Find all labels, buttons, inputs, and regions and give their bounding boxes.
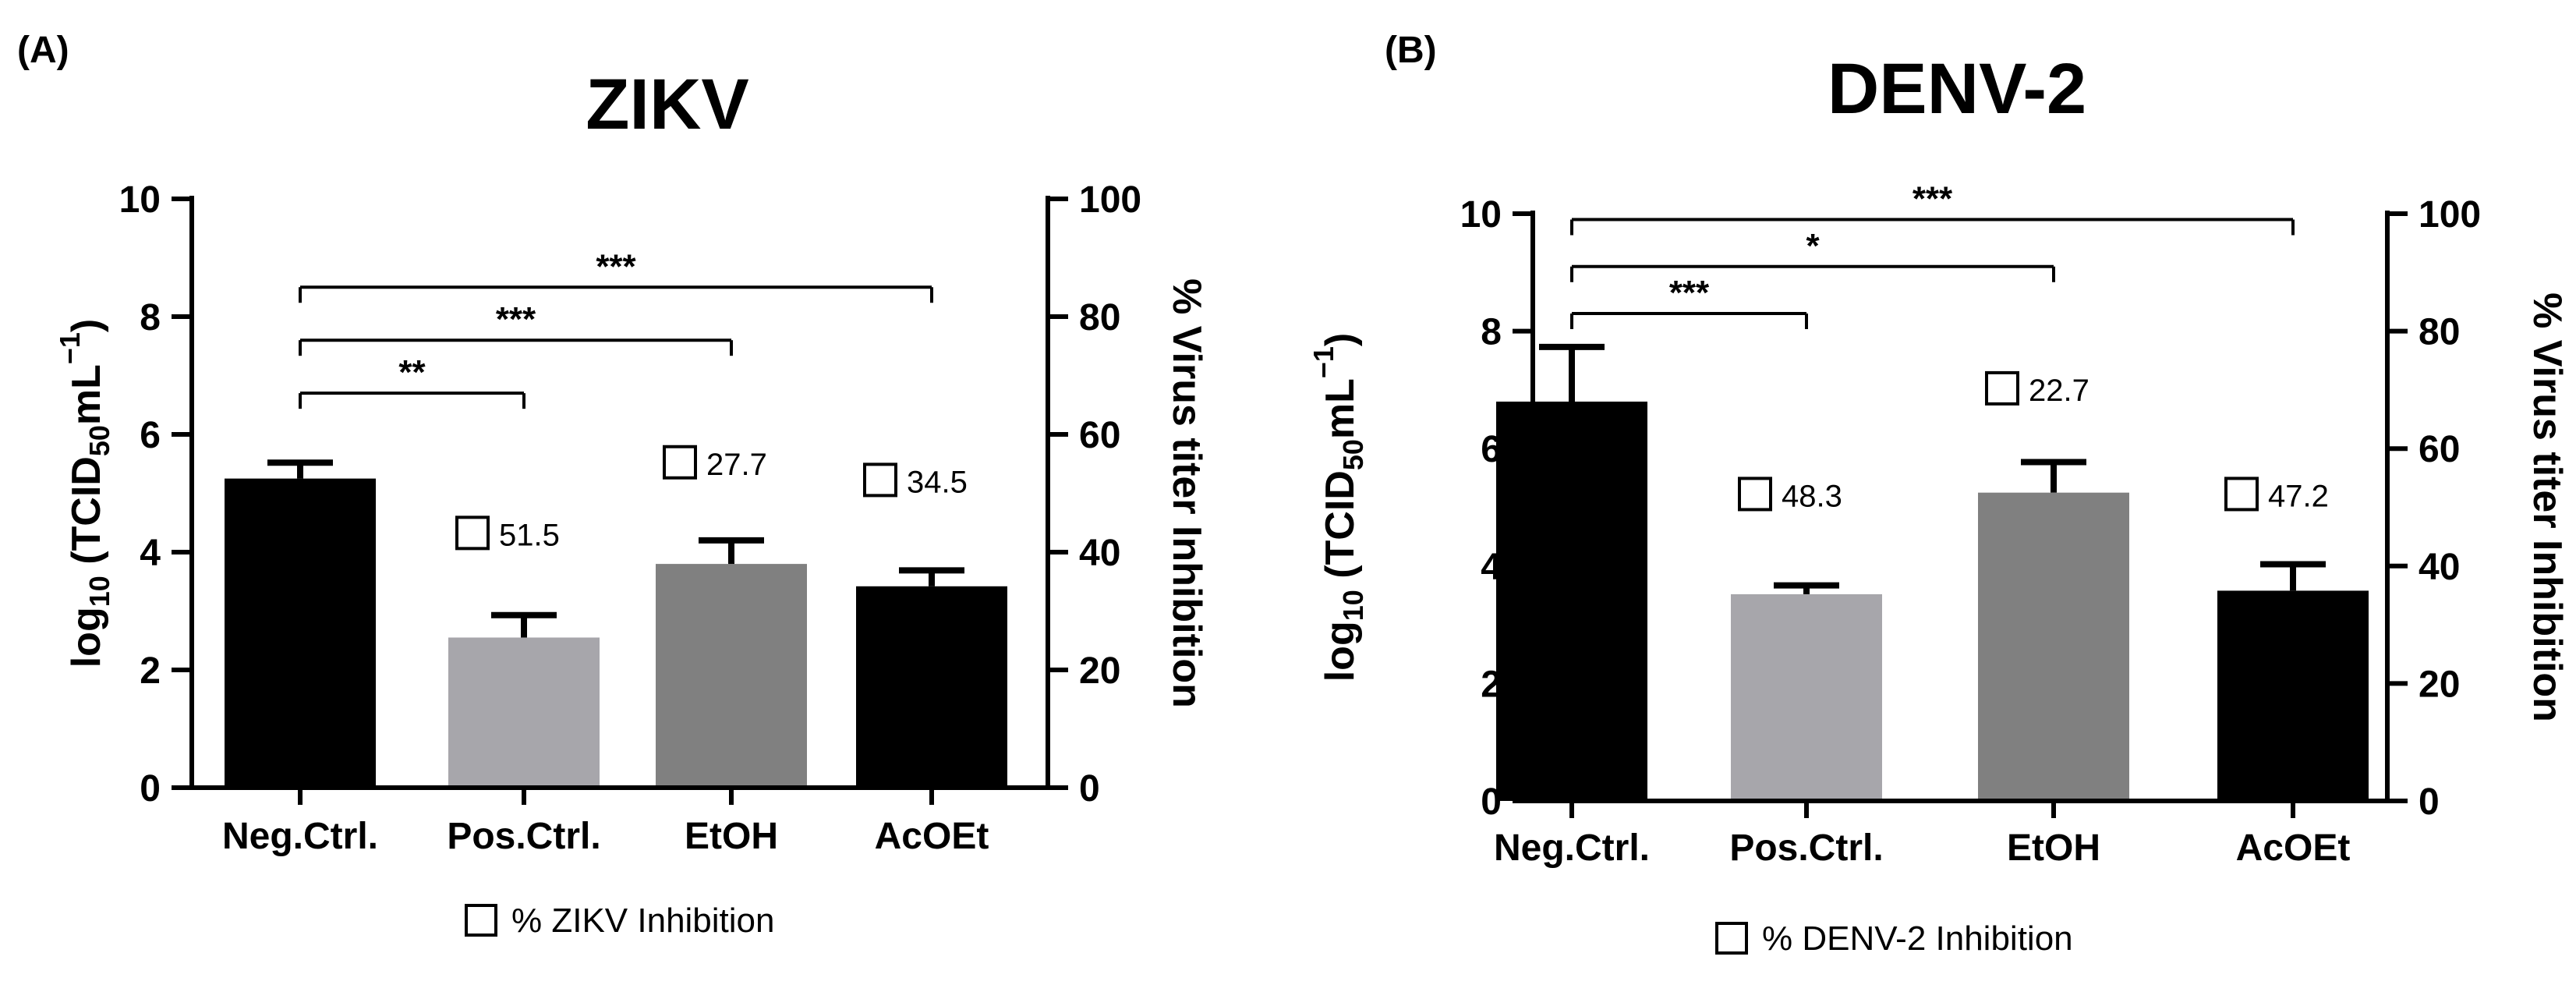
panel-label: (A) [17,30,69,71]
y-axis-label-part: (TCID [1318,470,1363,590]
bar [656,564,807,788]
x-tick-label: EtOH [685,816,778,857]
y2-axis-label: % Virus titer Inhibition [1164,278,1209,708]
x-tick-label: Pos.Ctrl. [447,816,600,857]
significance-label: *** [496,300,536,338]
y-tick-label: 8 [140,297,161,338]
y-axis-label-part: −1 [1307,346,1339,378]
y-tick-label: 0 [1481,781,1502,823]
legend-label: % ZIKV Inhibition [511,902,775,940]
inhibition-marker [663,445,697,480]
y-tick-label: 6 [140,415,161,456]
y-axis-label-part: 50 [1337,439,1369,470]
y2-tick-label: 80 [1079,297,1120,338]
y2-tick-label: 0 [2419,781,2440,823]
y-axis-label: log10 (TCID50mL−1) [1307,333,1369,682]
y-axis-label-part: 50 [83,425,115,456]
x-tick-label: AcOEt [2236,827,2351,869]
y2-tick-label: 40 [2419,547,2460,588]
bar [1978,492,2129,801]
inhibition-value: 47.2 [2268,479,2329,513]
x-tick-label: Neg.Ctrl. [1494,827,1650,869]
y-tick-label: 4 [140,533,161,574]
y-axis-label-part: mL [64,364,109,425]
y-axis-label-part: −1 [54,332,86,364]
significance-label: *** [1669,274,1710,312]
inhibition-marker [2224,477,2259,512]
bar [1496,401,1647,801]
bar [856,586,1007,788]
y-tick-label: 10 [119,179,161,221]
y-axis-label: log10 (TCID50mL−1) [54,319,115,668]
y2-tick-label: 60 [1079,415,1120,456]
significance-label: *** [1913,180,1953,218]
y2-tick-label: 20 [2419,664,2460,705]
y-axis-label-part: ) [1318,333,1363,346]
y2-tick-label: 40 [1079,533,1120,574]
inhibition-marker [1985,370,2019,406]
inhibition-value: 34.5 [907,465,968,499]
inhibition-marker [863,462,897,498]
y-tick-label: 4 [1481,547,1502,588]
y-axis-label-part: 10 [83,576,115,607]
legend-label: % DENV-2 Inhibition [1762,919,2073,958]
y-tick-label: 6 [1481,429,1502,470]
x-tick-label: Pos.Ctrl. [1729,827,1883,869]
y-axis-label-part: log [1318,621,1363,682]
inhibition-value: 51.5 [499,518,560,552]
panel-label: (B) [1385,30,1437,71]
x-tick-label: AcOEt [875,816,989,857]
y-tick-label: 10 [1460,194,1502,236]
significance-label: ** [398,353,426,391]
y2-tick-label: 60 [2419,429,2460,470]
y2-tick-label: 100 [1079,179,1141,221]
y-tick-label: 8 [1481,312,1502,353]
significance-label: *** [596,247,636,285]
y2-tick-label: 0 [1079,768,1100,810]
inhibition-value: 48.3 [1782,479,1842,513]
y-axis-label-part: ) [64,319,109,332]
y-axis-label-part: log [64,607,109,668]
y2-tick-label: 20 [1079,650,1120,692]
y-tick-label: 2 [1481,664,1502,705]
y2-tick-label: 100 [2419,194,2481,236]
inhibition-marker [1738,477,1772,512]
y2-axis-label: % Virus titer Inhibition [2525,292,2570,722]
significance-label: * [1806,227,1820,265]
bar [1731,593,1882,801]
bar [225,478,376,788]
y-axis-label-part: 10 [1337,590,1369,621]
x-tick-label: EtOH [2007,827,2100,869]
y-axis-label-part: mL [1318,378,1363,439]
bar [2217,590,2369,801]
legend-marker [465,904,497,937]
y-axis-label-part: (TCID [64,456,109,576]
legend-marker [1715,922,1748,955]
inhibition-value: 22.7 [2029,374,2089,408]
x-tick-label: Neg.Ctrl. [222,816,378,857]
bar [448,637,600,788]
chart-title: ZIKV [586,65,749,144]
y-tick-label: 2 [140,650,161,692]
y2-tick-label: 80 [2419,312,2460,353]
inhibition-value: 27.7 [706,448,767,482]
y-tick-label: 0 [140,768,161,810]
chart-title: DENV-2 [1828,49,2086,129]
inhibition-marker [455,515,490,551]
